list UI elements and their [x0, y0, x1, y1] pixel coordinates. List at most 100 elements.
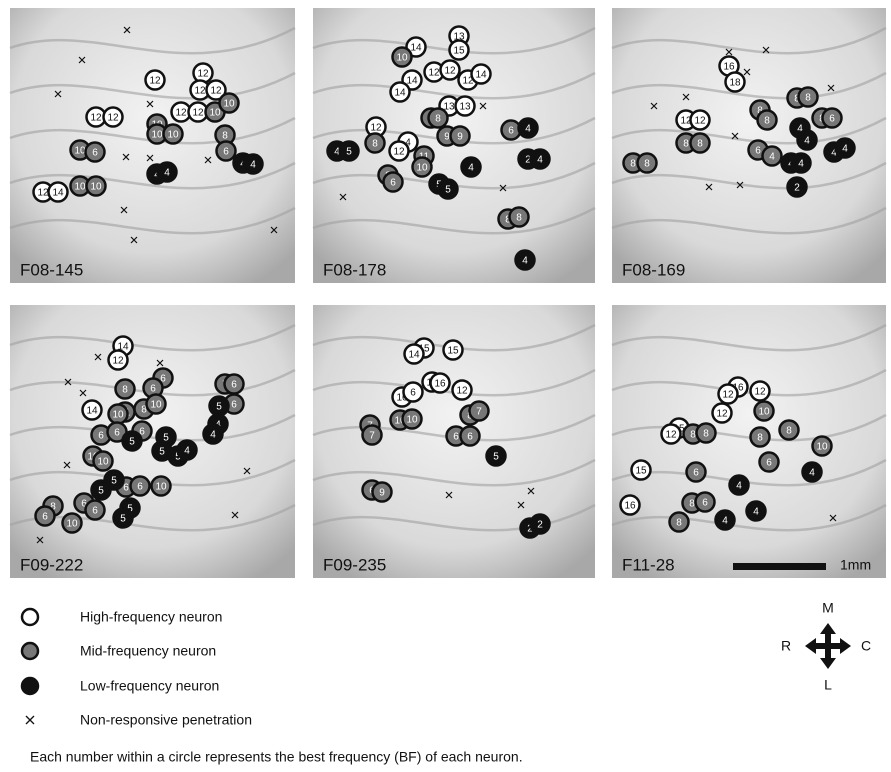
- best-frequency-label: 4: [798, 159, 804, 170]
- panel-label: F08-178: [323, 260, 386, 279]
- best-frequency-label: 10: [74, 182, 86, 193]
- best-frequency-label: 5: [346, 147, 352, 158]
- best-frequency-label: 10: [150, 400, 162, 411]
- best-frequency-label: 10: [66, 519, 78, 530]
- best-frequency-label: 4: [842, 144, 848, 155]
- panel: 1412146681181010666101076686106666105555…: [10, 305, 295, 578]
- best-frequency-label: 8: [786, 426, 792, 437]
- panel-label: F08-169: [622, 260, 685, 279]
- best-frequency-label: 4: [522, 256, 528, 267]
- best-frequency-label: 4: [804, 136, 810, 147]
- best-frequency-label: 14: [408, 350, 420, 361]
- panel: 1315141212121414141313124121068998111086…: [313, 8, 595, 283]
- best-frequency-label: 15: [635, 466, 647, 477]
- best-frequency-label: 16: [624, 501, 636, 512]
- compass-rostral: R: [781, 638, 791, 654]
- best-frequency-label: 8: [644, 159, 650, 170]
- legend-low-symbol: [22, 678, 38, 694]
- best-frequency-label: 12: [112, 356, 124, 367]
- compass-lateral: L: [824, 677, 832, 693]
- best-frequency-label: 12: [754, 387, 766, 398]
- best-frequency-label: 10: [97, 457, 109, 468]
- panel-label: F09-222: [20, 555, 83, 574]
- best-frequency-label: 6: [453, 432, 459, 443]
- best-frequency-label: 7: [369, 431, 375, 442]
- best-frequency-label: 8: [764, 116, 770, 127]
- best-frequency-label: 12: [194, 86, 206, 97]
- legend-cross: Non-responsive penetration: [80, 712, 252, 728]
- compass-caudal: C: [861, 638, 871, 654]
- best-frequency-label: 10: [416, 163, 428, 174]
- legend: High-frequency neuron Mid-frequency neur…: [22, 609, 252, 728]
- best-frequency-label: 6: [231, 380, 237, 391]
- best-frequency-label: 12: [197, 69, 209, 80]
- best-frequency-label: 12: [37, 188, 49, 199]
- best-frequency-label: 8: [689, 499, 695, 510]
- best-frequency-label: 5: [98, 486, 104, 497]
- best-frequency-label: 4: [525, 124, 531, 135]
- best-frequency-label: 16: [434, 379, 446, 390]
- scale-bar: [733, 563, 826, 570]
- best-frequency-label: 6: [467, 432, 473, 443]
- panels: 1214121212121212121210610101010108610104…: [10, 8, 886, 578]
- best-frequency-label: 10: [90, 182, 102, 193]
- best-frequency-label: 10: [151, 130, 163, 141]
- legend-mid: Mid-frequency neuron: [80, 643, 216, 659]
- panel-label: F08-145: [20, 260, 83, 279]
- best-frequency-label: 14: [86, 406, 98, 417]
- best-frequency-label: 8: [805, 93, 811, 104]
- panel: 161212121512151688108810668684444F11-28: [612, 305, 886, 578]
- best-frequency-label: 10: [396, 53, 408, 64]
- best-frequency-label: 6: [508, 126, 514, 137]
- best-frequency-label: 6: [829, 114, 835, 125]
- best-frequency-label: 12: [90, 113, 102, 124]
- best-frequency-label: 10: [155, 482, 167, 493]
- best-frequency-label: 12: [192, 108, 204, 119]
- best-frequency-label: 9: [379, 488, 385, 499]
- best-frequency-label: 12: [665, 430, 677, 441]
- best-frequency-label: 4: [736, 481, 742, 492]
- best-frequency-label: 10: [209, 108, 221, 119]
- best-frequency-label: 12: [694, 116, 706, 127]
- best-frequency-label: 2: [537, 520, 543, 531]
- best-frequency-label: 8: [683, 139, 689, 150]
- panel-image: [612, 305, 886, 578]
- best-frequency-label: 8: [122, 385, 128, 396]
- best-frequency-label: 16: [723, 62, 735, 73]
- panel-label: F11-28: [622, 555, 675, 574]
- best-frequency-label: 4: [722, 516, 728, 527]
- best-frequency-label: 8: [676, 518, 682, 529]
- best-frequency-label: 15: [453, 46, 465, 57]
- panel: 1214121212121212121210610101010108610104…: [10, 8, 295, 283]
- best-frequency-label: 12: [149, 76, 161, 87]
- best-frequency-label: 5: [445, 185, 451, 196]
- best-frequency-label: 6: [92, 506, 98, 517]
- best-frequency-label: 10: [74, 146, 86, 157]
- best-frequency-label: 6: [223, 147, 229, 158]
- best-frequency-label: 6: [123, 483, 129, 494]
- best-frequency-label: 13: [459, 102, 471, 113]
- best-frequency-label: 8: [630, 159, 636, 170]
- best-frequency-label: 12: [722, 390, 734, 401]
- best-frequency-label: 14: [394, 88, 406, 99]
- legend-high: High-frequency neuron: [80, 609, 222, 625]
- legend-mid-symbol: [22, 643, 38, 659]
- panel-image: [10, 8, 295, 283]
- best-frequency-label: 6: [693, 468, 699, 479]
- best-frequency-label: 6: [410, 388, 416, 399]
- best-frequency-label: 8: [516, 213, 522, 224]
- best-frequency-label: 12: [444, 66, 456, 77]
- compass: M R C L: [781, 600, 871, 693]
- best-frequency-label: 5: [120, 514, 126, 525]
- best-frequency-label: 8: [690, 430, 696, 441]
- best-frequency-label: 6: [114, 428, 120, 439]
- best-frequency-label: 14: [410, 43, 422, 54]
- best-frequency-label: 14: [406, 76, 418, 87]
- best-frequency-label: 14: [52, 188, 64, 199]
- best-frequency-label: 5: [493, 452, 499, 463]
- best-frequency-label: 6: [137, 482, 143, 493]
- best-frequency-label: 4: [769, 152, 775, 163]
- best-frequency-label: 4: [184, 446, 190, 457]
- best-frequency-label: 12: [428, 68, 440, 79]
- scale-bar-label: 1mm: [840, 557, 871, 573]
